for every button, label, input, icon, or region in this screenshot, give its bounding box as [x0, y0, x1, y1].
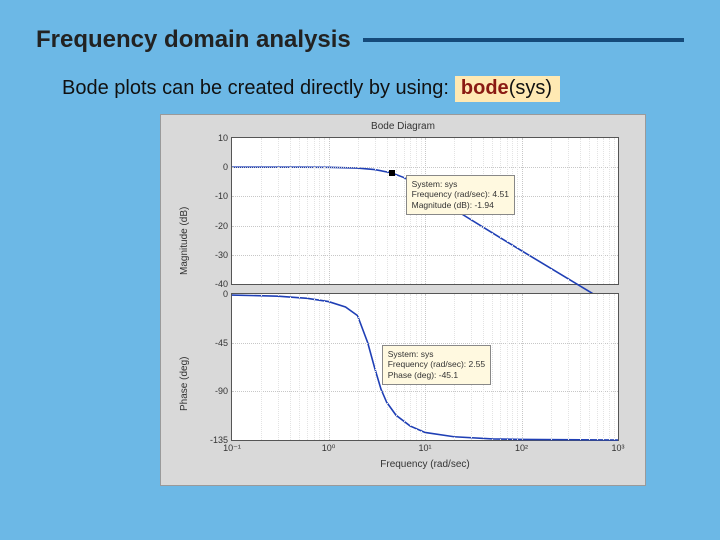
phase-tooltip: System: sysFrequency (rad/sec): 2.55Phas… [382, 345, 491, 385]
title-row: Frequency domain analysis [36, 26, 684, 54]
xtick: 10⁰ [322, 443, 336, 454]
magnitude-marker [389, 170, 395, 176]
subtitle-text: Bode plots can be created directly by us… [62, 77, 449, 100]
ytick: -40 [215, 279, 228, 289]
ytick: -20 [215, 221, 228, 231]
phase-panel: System: sysFrequency (rad/sec): 2.55Phas… [231, 293, 619, 441]
xtick: 10³ [611, 443, 624, 453]
ytick: -90 [215, 386, 228, 396]
code-args: (sys) [509, 77, 552, 99]
title-rule [363, 38, 684, 42]
slide-title: Frequency domain analysis [36, 26, 351, 54]
bode-figure: Bode Diagram System: sysFrequency (rad/s… [160, 114, 646, 486]
ytick: 0 [223, 289, 228, 299]
ytick: -30 [215, 250, 228, 260]
magnitude-tooltip: System: sysFrequency (rad/sec): 4.51Magn… [406, 175, 515, 215]
xtick: 10¹ [418, 443, 431, 453]
ytick: -10 [215, 191, 228, 201]
magnitude-panel: System: sysFrequency (rad/sec): 4.51Magn… [231, 137, 619, 285]
xtick: 10⁻¹ [223, 443, 241, 454]
xtick: 10² [515, 443, 528, 453]
figure-title: Bode Diagram [161, 121, 645, 132]
ytick: -45 [215, 338, 228, 348]
magnitude-ylabel: Magnitude (dB) [179, 207, 190, 275]
x-axis-label: Frequency (rad/sec) [231, 459, 619, 470]
subtitle-row: Bode plots can be created directly by us… [62, 76, 684, 102]
phase-ylabel: Phase (deg) [179, 357, 190, 411]
ytick: 0 [223, 162, 228, 172]
code-command: bode [461, 77, 509, 99]
code-chip: bode(sys) [455, 76, 560, 102]
ytick: 10 [218, 133, 228, 143]
